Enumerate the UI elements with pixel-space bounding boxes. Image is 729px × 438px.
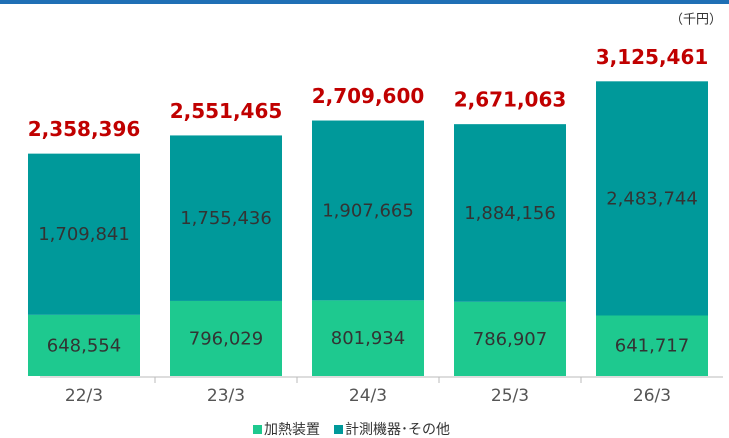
bar-segment: [312, 120, 424, 301]
bar-segment: [170, 135, 282, 301]
total-label: 3,125,461: [596, 45, 709, 69]
segment-label: 801,934: [331, 328, 405, 349]
legend-label: 計測機器･その他: [345, 422, 450, 438]
bar-segment: [28, 314, 140, 376]
bar-segment: [312, 300, 424, 376]
x-tick-label: 22/3: [65, 386, 103, 406]
total-label: 2,551,465: [170, 99, 283, 123]
legend-label: 加熱装置: [264, 422, 320, 438]
total-label: 2,671,063: [454, 88, 567, 112]
segment-label: 648,554: [47, 335, 121, 356]
unit-label: （千円）: [670, 13, 722, 28]
segment-label: 786,907: [473, 329, 547, 350]
x-tick-label: 24/3: [349, 386, 387, 406]
legend-swatch: [253, 425, 262, 434]
segment-label: 1,709,841: [38, 224, 130, 245]
bar-segment: [596, 315, 708, 376]
x-tick-label: 26/3: [633, 386, 671, 406]
total-label: 2,709,600: [312, 84, 425, 108]
segment-label: 1,907,665: [322, 200, 414, 221]
segment-label: 2,483,744: [606, 188, 698, 209]
x-tick-label: 23/3: [207, 386, 245, 406]
bar-segment: [28, 153, 140, 315]
segment-label: 1,755,436: [180, 208, 272, 229]
bar-segment: [454, 124, 566, 302]
top-band: [0, 0, 729, 4]
segment-label: 796,029: [189, 328, 263, 349]
segment-label: 1,884,156: [464, 203, 556, 224]
legend-swatch: [334, 425, 343, 434]
x-tick-label: 25/3: [491, 386, 529, 406]
bar-segment: [596, 81, 708, 316]
segment-label: 641,717: [615, 336, 689, 357]
bar-segment: [454, 301, 566, 376]
bar-segment: [170, 300, 282, 376]
total-label: 2,358,396: [28, 117, 141, 141]
